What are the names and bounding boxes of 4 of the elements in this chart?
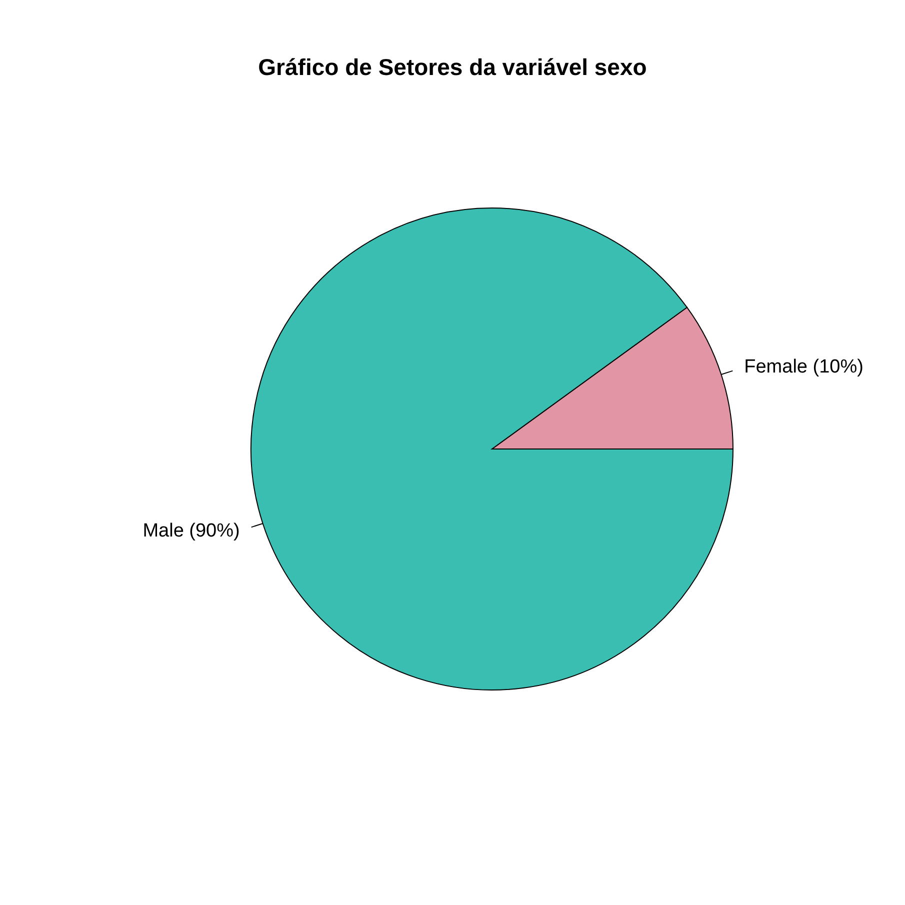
chart-title: Gráfico de Setores da variável sexo <box>257 54 648 81</box>
slice-label: Male (90%) <box>142 520 240 542</box>
pie-slice <box>250 208 734 690</box>
slice-label: Female (10%) <box>744 356 864 378</box>
